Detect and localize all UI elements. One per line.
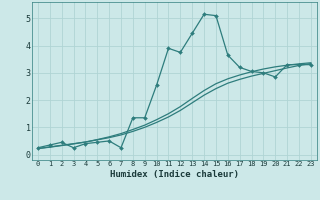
X-axis label: Humidex (Indice chaleur): Humidex (Indice chaleur) [110, 170, 239, 179]
